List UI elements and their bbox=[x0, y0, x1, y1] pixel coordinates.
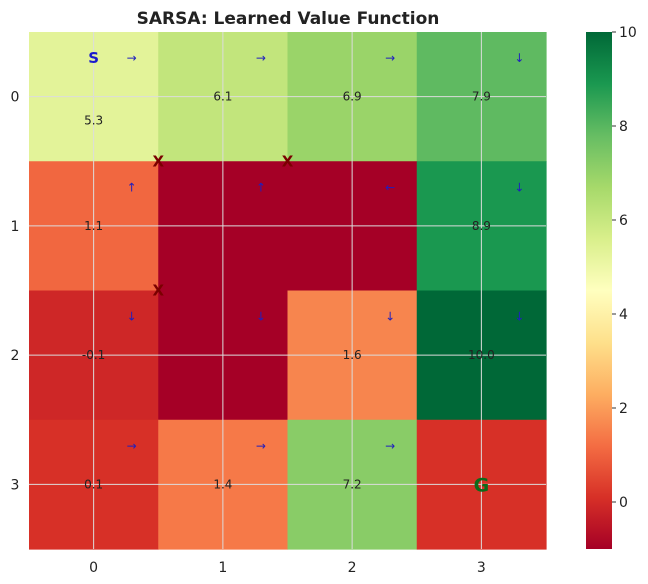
cell-value-label: 5.3 bbox=[84, 114, 103, 128]
x-tick-label: 0 bbox=[89, 560, 98, 576]
policy-arrow-icon: ↓ bbox=[514, 310, 524, 324]
policy-arrow-icon: → bbox=[256, 439, 266, 453]
policy-arrow-icon: ↓ bbox=[514, 51, 524, 65]
x-tick-label: 1 bbox=[218, 560, 227, 576]
policy-arrow-icon: ↓ bbox=[514, 180, 524, 194]
colorbar-tick-label: 2 bbox=[619, 401, 628, 417]
cell-value-label: 10.0 bbox=[468, 348, 495, 362]
cell-value-label: 0.1 bbox=[84, 477, 103, 491]
obstacle-marker: X bbox=[282, 152, 294, 170]
policy-arrow-icon: → bbox=[385, 51, 395, 65]
colorbar-tick-label: 10 bbox=[619, 25, 637, 41]
colorbar: 0 2 4 6 8 10 bbox=[586, 25, 637, 549]
cell-annotations: 5.3 → S 6.1 → 6.9 → 7.9 ↓ 1.1 ↑ ↑ X ← X 8.9 ↓ -0.1 ↓ ↓ X 1.6 ↓… bbox=[82, 49, 524, 496]
policy-arrow-icon: ↑ bbox=[127, 180, 137, 194]
policy-arrow-icon: → bbox=[385, 439, 395, 453]
colorbar-gradient bbox=[586, 32, 612, 549]
x-axis-ticks: 0 1 2 3 bbox=[89, 560, 486, 576]
policy-arrow-icon: ↓ bbox=[385, 310, 395, 324]
obstacle-marker: X bbox=[152, 282, 164, 300]
policy-arrow-icon: ← bbox=[385, 180, 395, 194]
cell-value-label: 7.9 bbox=[472, 90, 491, 104]
cell-value-label: 8.9 bbox=[472, 219, 491, 233]
policy-arrow-icon: ↑ bbox=[256, 180, 266, 194]
cell-value-label: 6.1 bbox=[213, 90, 232, 104]
gridlines bbox=[29, 32, 546, 549]
cell-value-label: 1.6 bbox=[343, 348, 362, 362]
x-tick-label: 2 bbox=[348, 560, 357, 576]
start-marker: S bbox=[88, 49, 99, 67]
policy-arrow-icon: ↓ bbox=[127, 310, 137, 324]
cell-value-label: 1.4 bbox=[213, 477, 232, 491]
colorbar-tick-label: 8 bbox=[619, 119, 628, 135]
policy-arrow-icon: → bbox=[256, 51, 266, 65]
y-tick-label: 2 bbox=[11, 348, 20, 364]
cell-value-label: 7.2 bbox=[343, 477, 362, 491]
colorbar-tick-label: 4 bbox=[619, 307, 628, 323]
obstacle-marker: X bbox=[152, 152, 164, 170]
heatmap-cells bbox=[29, 32, 547, 550]
policy-arrow-icon: → bbox=[127, 439, 137, 453]
cell-value-label: -0.1 bbox=[82, 348, 105, 362]
chart-title: SARSA: Learned Value Function bbox=[137, 9, 440, 29]
cell-value-label: 1.1 bbox=[84, 219, 103, 233]
colorbar-tick-label: 0 bbox=[619, 495, 628, 511]
cell-value-label: 6.9 bbox=[343, 90, 362, 104]
y-tick-label: 1 bbox=[11, 219, 20, 235]
y-axis-ticks: 0 1 2 3 bbox=[11, 90, 20, 494]
goal-marker: G bbox=[474, 474, 490, 496]
policy-arrow-icon: ↓ bbox=[256, 310, 266, 324]
colorbar-tick-label: 6 bbox=[619, 213, 628, 229]
policy-arrow-icon: → bbox=[127, 51, 137, 65]
x-tick-label: 3 bbox=[477, 560, 486, 576]
y-tick-label: 3 bbox=[11, 477, 20, 493]
y-tick-label: 0 bbox=[11, 90, 20, 106]
